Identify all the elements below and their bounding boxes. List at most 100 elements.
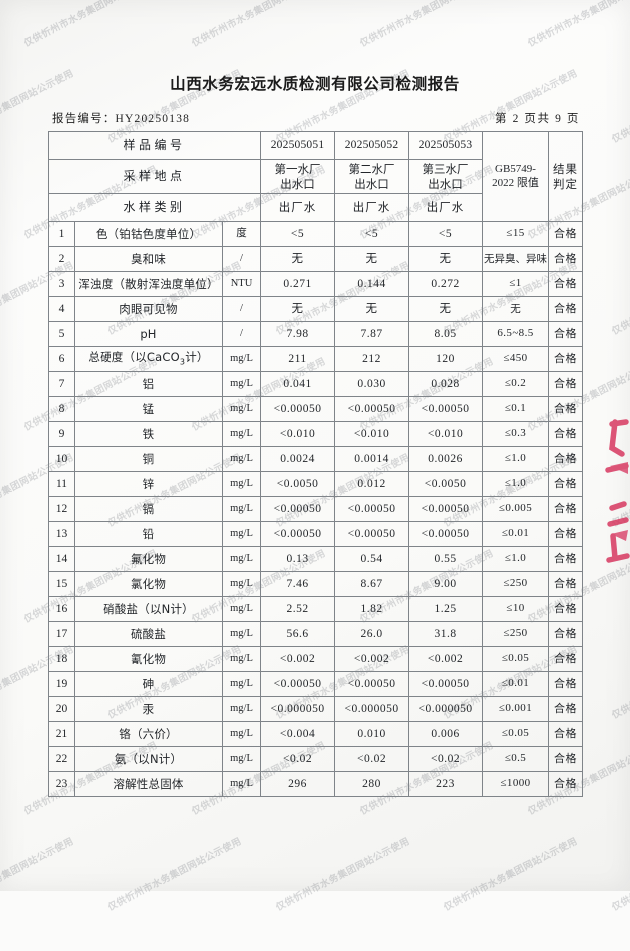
row-value-sample-3: <0.00050 — [408, 396, 484, 422]
row-value-sample-3: 9.00 — [408, 571, 484, 597]
header-site-3-line2: 出水口 — [428, 176, 463, 191]
row-value-sample-2: 0.144 — [334, 271, 410, 297]
row-item-name: 总硬度（以CaCO3计） — [74, 346, 223, 372]
table-row: 22 氨（以N计） mg/L <0.02 <0.02 <0.02 ≤0.5 合格 — [48, 746, 584, 772]
row-value-sample-3: 8.05 — [408, 321, 484, 347]
row-index: 17 — [48, 621, 75, 647]
row-unit: mg/L — [221, 721, 262, 747]
table-row: 9 铁 mg/L <0.010 <0.010 <0.010 ≤0.3 合格 — [48, 421, 584, 447]
row-standard-limit: ≤0.5 — [482, 746, 550, 772]
row-value-sample-1: <0.02 — [260, 746, 336, 772]
row-index: 1 — [48, 221, 75, 247]
row-standard-limit: ≤0.3 — [482, 421, 550, 447]
row-item-name: 氰化物 — [74, 646, 223, 672]
header-verdict-line1: 结果 — [553, 162, 579, 177]
row-index: 18 — [48, 646, 75, 672]
row-item-name: 铬（六价） — [74, 721, 223, 747]
row-index: 23 — [48, 771, 75, 797]
row-value-sample-3: 31.8 — [408, 621, 484, 647]
row-standard-limit: ≤450 — [482, 346, 550, 372]
row-value-sample-1: 296 — [260, 771, 336, 797]
row-value-sample-3: 0.006 — [408, 721, 484, 747]
header-verdict-line2: 判定 — [553, 176, 579, 191]
row-standard-limit: ≤0.001 — [482, 696, 550, 722]
row-value-sample-1: <0.010 — [260, 421, 336, 447]
row-unit: mg/L — [221, 521, 262, 547]
row-item-name: 锰 — [74, 396, 223, 422]
row-value-sample-3: <0.002 — [408, 646, 484, 672]
row-value-sample-3: 1.25 — [408, 596, 484, 622]
row-standard-limit: ≤0.01 — [482, 671, 550, 697]
row-verdict: 合格 — [548, 546, 584, 572]
row-verdict: 合格 — [548, 496, 584, 522]
row-value-sample-1: 无 — [260, 246, 336, 272]
row-unit: / — [221, 321, 262, 347]
row-value-sample-2: <0.010 — [334, 421, 410, 447]
row-value-sample-2: <0.002 — [334, 646, 410, 672]
row-standard-limit: ≤250 — [482, 571, 550, 597]
report-meta-row: 报告编号：HY20250138 第 2 页共 9 页 — [52, 110, 580, 126]
row-item-name: pH — [74, 321, 223, 347]
header-water-type-2: 出厂水 — [334, 193, 410, 222]
row-index: 15 — [48, 571, 75, 597]
row-item-name: 浑浊度（散射浑浊度单位） — [74, 271, 223, 297]
table-row: 2 臭和味 / 无无无无异臭、异味 合格 — [48, 246, 584, 272]
row-standard-limit: 无异臭、异味 — [482, 246, 550, 272]
row-unit: mg/L — [221, 496, 262, 522]
row-value-sample-2: <0.00050 — [334, 396, 410, 422]
row-item-name: 锌 — [74, 471, 223, 497]
row-item-name: 氯化物 — [74, 571, 223, 597]
row-value-sample-3: 223 — [408, 771, 484, 797]
table-row: 6 总硬度（以CaCO3计） mg/L 211 212 120 ≤450 合格 — [48, 346, 584, 372]
row-item-name: 镉 — [74, 496, 223, 522]
row-unit: mg/L — [221, 771, 262, 797]
row-value-sample-1: <0.002 — [260, 646, 336, 672]
row-unit: mg/L — [221, 346, 262, 372]
row-index: 22 — [48, 746, 75, 772]
row-standard-limit: ≤1.0 — [482, 446, 550, 472]
table-row: 13 铅 mg/L <0.00050 <0.00050 <0.00050 ≤0.01 合格 — [48, 521, 584, 547]
row-unit: mg/L — [221, 571, 262, 597]
row-value-sample-2: 280 — [334, 771, 410, 797]
row-value-sample-2: 0.54 — [334, 546, 410, 572]
row-value-sample-1: 0.13 — [260, 546, 336, 572]
row-standard-limit: ≤250 — [482, 621, 550, 647]
row-value-sample-1: <0.000050 — [260, 696, 336, 722]
row-unit: mg/L — [221, 696, 262, 722]
row-value-sample-3: <5 — [408, 221, 484, 247]
row-value-sample-3: 无 — [408, 296, 484, 322]
row-value-sample-1: <0.004 — [260, 721, 336, 747]
row-unit: mg/L — [221, 671, 262, 697]
row-verdict: 合格 — [548, 521, 584, 547]
row-value-sample-3: 120 — [408, 346, 484, 372]
row-value-sample-2: 26.0 — [334, 621, 410, 647]
row-index: 5 — [48, 321, 75, 347]
row-value-sample-1: <0.00050 — [260, 396, 336, 422]
row-standard-limit: 无 — [482, 296, 550, 322]
header-sampling-site-1: 第一水厂 出水口 — [260, 159, 336, 194]
row-unit: mg/L — [221, 471, 262, 497]
row-value-sample-3: 无 — [408, 246, 484, 272]
row-verdict: 合格 — [548, 471, 584, 497]
row-value-sample-1: <0.00050 — [260, 521, 336, 547]
row-item-name: 铁 — [74, 421, 223, 447]
table-row: 7 铝 mg/L 0.041 0.030 0.028 ≤0.2 合格 — [48, 371, 584, 397]
row-value-sample-1: <5 — [260, 221, 336, 247]
row-value-sample-2: 0.030 — [334, 371, 410, 397]
report-number: 报告编号：HY20250138 — [52, 110, 190, 126]
table-row: 5 pH/7.98 7.87 8.05 6.5~8.5 合格 — [48, 321, 584, 347]
row-item-name: 臭和味 — [74, 246, 223, 272]
row-value-sample-3: <0.00050 — [408, 496, 484, 522]
row-item-name: 氨（以N计） — [74, 746, 223, 772]
row-verdict: 合格 — [548, 721, 584, 747]
row-value-sample-1: 0.0024 — [260, 446, 336, 472]
row-item-name: 色（铂钴色度单位） — [74, 221, 223, 247]
table-row: 4 肉眼可见物 / 无无无无合格 — [48, 296, 584, 322]
row-standard-limit: ≤15 — [482, 221, 550, 247]
row-item-name: 溶解性总固体 — [74, 771, 223, 797]
row-index: 16 — [48, 596, 75, 622]
table-row: 21 铬（六价） mg/L <0.004 0.010 0.006 ≤0.05 合格 — [48, 721, 584, 747]
row-unit: 度 — [221, 221, 262, 247]
row-unit: NTU — [221, 271, 262, 297]
row-item-name: 砷 — [74, 671, 223, 697]
